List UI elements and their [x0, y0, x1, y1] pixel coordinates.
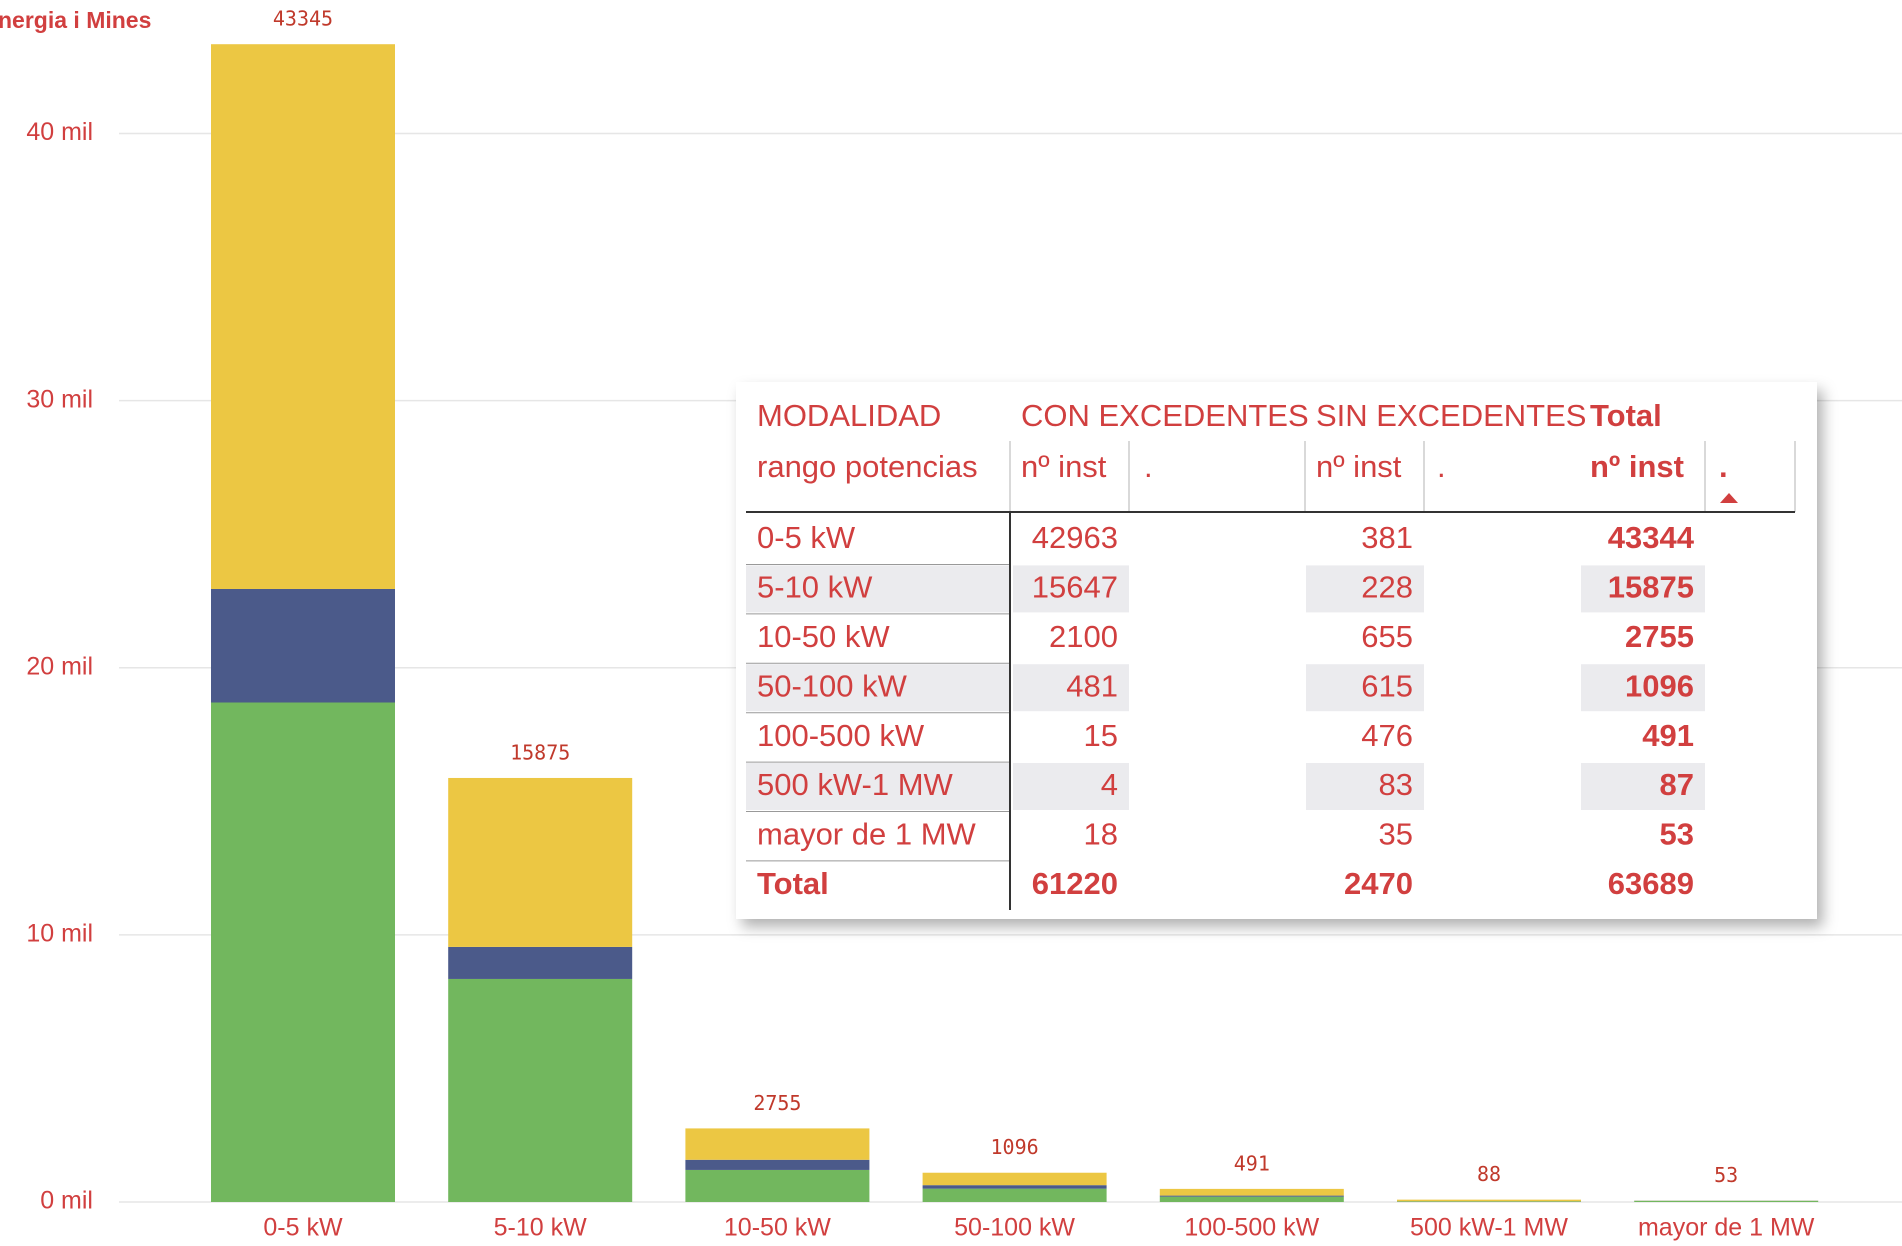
bar-segment [448, 978, 633, 1202]
cell-value: 615 [1361, 668, 1413, 703]
y-tick-label: 30 mil [26, 385, 93, 413]
row-shade [1013, 565, 1129, 613]
cell-value: 87 [1660, 767, 1694, 802]
cell-value: 476 [1361, 718, 1413, 753]
row-label: 50-100 kW [757, 668, 908, 703]
cell-value: 15875 [1608, 570, 1694, 605]
chart-title: nergia i Mines [0, 7, 151, 33]
row-shade [746, 664, 1009, 712]
bar-segment [922, 1172, 1107, 1186]
cell-value: 63689 [1608, 866, 1694, 901]
cell-value: 83 [1379, 767, 1413, 802]
total-label: 43345 [273, 7, 333, 31]
bar-segment [448, 777, 633, 947]
cell-value: 53 [1660, 817, 1694, 852]
bar-segment [1159, 1188, 1344, 1196]
cell-value: 43344 [1608, 520, 1695, 555]
bar-segment [211, 702, 395, 1202]
row-shade [1013, 763, 1129, 810]
y-tick-label: 10 mil [26, 919, 93, 947]
total-label: 15875 [510, 740, 570, 764]
cell-value: 2470 [1344, 866, 1413, 901]
table-panel [736, 382, 1817, 919]
column-header[interactable]: . [1719, 449, 1728, 484]
y-tick-label: 40 mil [26, 118, 93, 146]
cell-value: 2100 [1049, 619, 1118, 654]
x-tick-label: 10-50 kW [724, 1214, 831, 1242]
cell-value: 15 [1084, 718, 1118, 753]
cell-value: 1096 [1625, 668, 1694, 703]
total-label: 491 [1234, 1151, 1270, 1175]
row-shade [1306, 763, 1424, 810]
bar-segment [448, 946, 633, 979]
row-label: 10-50 kW [757, 619, 890, 654]
column-group-header: Total [1590, 398, 1662, 433]
column-header: rango potencias [757, 449, 978, 484]
row-shade [1013, 664, 1129, 712]
x-tick-label: 500 kW-1 MW [1410, 1214, 1568, 1242]
total-label: 1096 [991, 1135, 1039, 1159]
bar-segment [1397, 1201, 1581, 1202]
column-header[interactable]: . [1144, 449, 1153, 484]
bar-segment [1159, 1196, 1344, 1202]
row-label: Total [757, 866, 829, 901]
bar-segment [1634, 1200, 1819, 1202]
cell-value: 655 [1361, 619, 1413, 654]
row-shade [746, 565, 1009, 613]
column-group-header: MODALIDAD [757, 398, 941, 433]
total-label: 2755 [753, 1091, 801, 1115]
row-shade [1581, 565, 1705, 613]
column-header[interactable]: nº inst [1316, 449, 1402, 484]
column-header[interactable]: . [1437, 449, 1446, 484]
cell-value: 61220 [1032, 866, 1118, 901]
cell-value: 15647 [1032, 570, 1118, 605]
cell-value: 18 [1084, 817, 1118, 852]
total-label: 88 [1477, 1162, 1501, 1186]
column-header[interactable]: nº inst [1021, 449, 1107, 484]
bar-segment [685, 1128, 870, 1160]
row-shade [1581, 664, 1705, 712]
y-tick-label: 20 mil [26, 652, 93, 680]
row-label: 0-5 kW [757, 520, 856, 555]
cell-value: 228 [1361, 570, 1413, 605]
row-shade [1306, 565, 1424, 613]
cell-value: 491 [1642, 718, 1694, 753]
bar-segment [211, 44, 395, 589]
cell-value: 35 [1379, 817, 1413, 852]
table-visual: MODALIDAD CON EXCEDENTES SIN EXCEDENTES Tot… [736, 382, 1817, 919]
bar-segment [1159, 1195, 1344, 1197]
bar-segment [922, 1188, 1107, 1202]
column-group-header: CON EXCEDENTES [1021, 398, 1309, 433]
bar-segment [685, 1169, 870, 1202]
sort-indicator [1720, 493, 1738, 503]
row-label: mayor de 1 MW [757, 817, 977, 852]
bar-segment [1397, 1199, 1581, 1202]
cell-value: 481 [1066, 668, 1118, 703]
row-label: 500 kW-1 MW [757, 767, 954, 802]
row-label: 5-10 kW [757, 570, 873, 605]
x-tick-label: 5-10 kW [494, 1214, 587, 1242]
column-header[interactable]: nº inst [1590, 449, 1684, 484]
x-tick-label: 0-5 kW [263, 1214, 343, 1242]
x-tick-label: 100-500 kW [1184, 1214, 1319, 1242]
bar-segment [922, 1185, 1107, 1189]
cell-value: 2755 [1625, 619, 1694, 654]
bar-segment [685, 1159, 870, 1170]
y-tick-label: 0 mil [40, 1187, 93, 1215]
bar-segment [211, 588, 395, 703]
total-label: 53 [1714, 1163, 1738, 1187]
x-tick-label: mayor de 1 MW [1638, 1214, 1815, 1242]
row-label: 100-500 kW [757, 718, 925, 753]
row-shade [746, 763, 1009, 810]
column-group-header: SIN EXCEDENTES [1316, 398, 1586, 433]
cell-value: 4 [1101, 767, 1118, 802]
x-tick-label: 50-100 kW [954, 1214, 1075, 1242]
row-shade [1581, 763, 1705, 810]
cell-value: 42963 [1032, 520, 1118, 555]
cell-value: 381 [1361, 520, 1413, 555]
row-shade [1306, 664, 1424, 712]
